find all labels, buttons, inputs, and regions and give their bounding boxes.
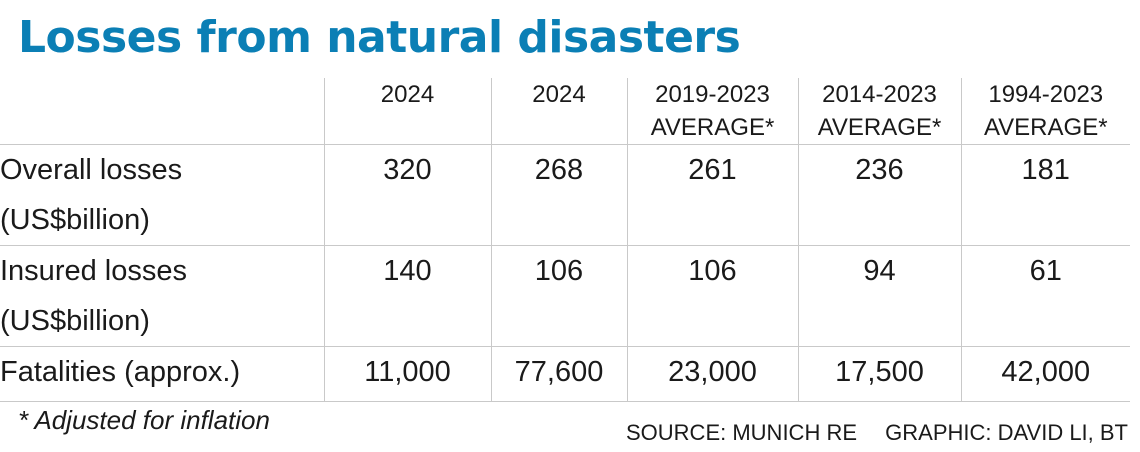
column-header-line2: AVERAGE* bbox=[650, 114, 775, 141]
source-credit: SOURCE: MUNICH RE bbox=[626, 420, 858, 445]
column-header: 2024 bbox=[491, 78, 628, 145]
data-table: 2024 2024 2019-2023 AVERAGE* 2014-2023 A… bbox=[0, 78, 1130, 402]
table-cell: 11,000 bbox=[324, 346, 492, 402]
column-header: 2019-2023 AVERAGE* bbox=[627, 78, 799, 145]
table-cell: 61 bbox=[961, 245, 1130, 347]
row-label-line2: (US$billion) bbox=[0, 204, 150, 236]
table-cell: 106 bbox=[491, 245, 628, 347]
column-header-line2: AVERAGE* bbox=[983, 114, 1108, 141]
credits: SOURCE: MUNICH RE GRAPHIC: DAVID LI, BT bbox=[626, 420, 1128, 446]
table-cell: 77,600 bbox=[491, 346, 628, 402]
table-row: Insured losses (US$billion) 140 106 106 … bbox=[0, 245, 1130, 347]
table-cell: 106 bbox=[627, 245, 799, 347]
row-label: Insured losses (US$billion) bbox=[0, 245, 325, 347]
column-header: 1994-2023 AVERAGE* bbox=[961, 78, 1130, 145]
row-label-line2: (US$billion) bbox=[0, 305, 150, 337]
column-header: 2024 bbox=[324, 78, 492, 145]
column-header-line1: 2024 bbox=[532, 81, 586, 108]
table-row: Fatalities (approx.) 11,000 77,600 23,00… bbox=[0, 346, 1130, 402]
column-header-line1: 2024 bbox=[380, 81, 435, 108]
table-cell: 236 bbox=[798, 144, 962, 246]
column-header-line1: 1994-2023 bbox=[988, 81, 1104, 108]
table-cell: 23,000 bbox=[627, 346, 799, 402]
graphic-credit: GRAPHIC: DAVID LI, BT bbox=[885, 420, 1128, 445]
column-header-line1: 2014-2023 bbox=[822, 81, 937, 108]
table-cell: 261 bbox=[627, 144, 799, 246]
row-label: Fatalities (approx.) bbox=[0, 346, 325, 402]
row-label-line1: Overall losses bbox=[0, 154, 183, 186]
row-label-line1: Insured losses bbox=[0, 255, 187, 287]
column-header-line1: 2019-2023 bbox=[655, 81, 770, 108]
table-cell: 320 bbox=[324, 144, 492, 246]
row-label: Overall losses (US$billion) bbox=[0, 144, 325, 246]
footnote: * Adjusted for inflation bbox=[18, 405, 270, 435]
table-row: Overall losses (US$billion) 320 268 261 … bbox=[0, 144, 1130, 246]
table-cell: 140 bbox=[324, 245, 492, 347]
column-header-line2: AVERAGE* bbox=[817, 114, 942, 141]
table-cell: 181 bbox=[961, 144, 1130, 246]
table-cell: 42,000 bbox=[961, 346, 1130, 402]
header-corner bbox=[0, 78, 325, 145]
page-title: Losses from natural disasters bbox=[18, 12, 741, 63]
column-header: 2014-2023 AVERAGE* bbox=[798, 78, 962, 145]
table-cell: 268 bbox=[491, 144, 628, 246]
row-label-line1: Fatalities (approx.) bbox=[0, 356, 241, 388]
table-cell: 94 bbox=[798, 245, 962, 347]
header-row: 2024 2024 2019-2023 AVERAGE* 2014-2023 A… bbox=[0, 78, 1130, 145]
table-cell: 17,500 bbox=[798, 346, 962, 402]
